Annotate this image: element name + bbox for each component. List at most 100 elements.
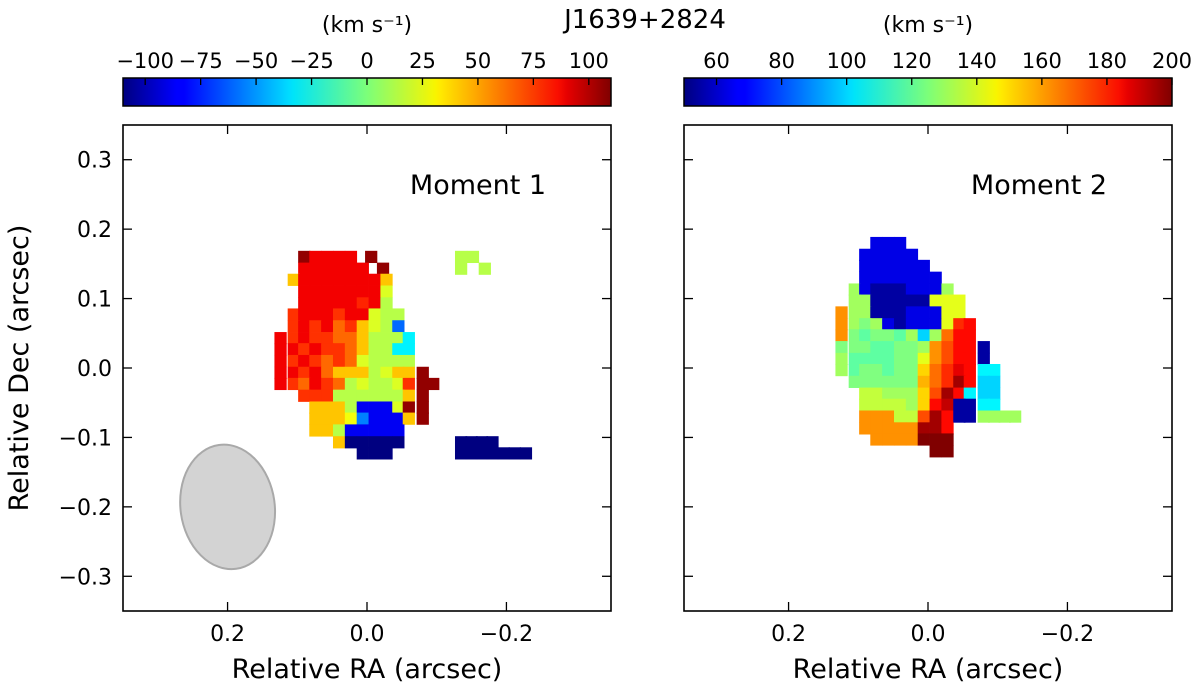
heatmap-pixel — [368, 377, 381, 391]
heatmap-pixel — [356, 308, 369, 321]
heatmap-pixel — [905, 318, 919, 331]
heatmap-pixel — [321, 262, 334, 275]
heatmap-pixel — [298, 320, 311, 333]
heatmap-pixel — [274, 343, 287, 356]
x-tick-label: −0.2 — [480, 622, 533, 647]
heatmap-pixel — [953, 294, 966, 307]
heatmap-pixel — [416, 389, 429, 402]
heatmap-pixel — [905, 341, 919, 354]
heatmap-pixel — [893, 294, 907, 307]
heatmap-pixel — [859, 248, 872, 261]
heatmap-pixel — [465, 436, 478, 449]
heatmap-pixel — [905, 398, 919, 411]
colorbar-tick-label: −50 — [234, 49, 278, 73]
heatmap-pixel — [321, 424, 334, 437]
y-tick-label: −0.2 — [59, 496, 112, 521]
heatmap-pixel — [917, 352, 930, 366]
heatmap-pixel — [332, 273, 346, 286]
heatmap-pixel — [963, 387, 976, 400]
heatmap-pixel — [882, 306, 895, 319]
heatmap-pixel — [905, 352, 919, 366]
heatmap-pixel — [870, 363, 883, 377]
heatmap-pixel — [848, 341, 861, 354]
heatmap-pixel — [332, 389, 346, 402]
heatmap-pixel — [454, 262, 468, 275]
moment1-panel: (km s⁻¹) −100 −75 −50 −25 0 25 50 75 100 0.2 0.0 −… — [4, 13, 612, 685]
heatmap-pixel — [309, 273, 322, 286]
heatmap-pixel — [298, 308, 311, 321]
heatmap-pixel — [466, 250, 480, 264]
heatmap-pixel — [368, 354, 381, 368]
heatmap-pixel — [929, 283, 942, 296]
x-tick-label: 0.0 — [350, 622, 385, 647]
heatmap-pixel — [380, 377, 393, 391]
heatmap-pixel — [368, 424, 381, 437]
heatmap-pixel — [416, 401, 429, 414]
heatmap-pixel — [882, 318, 895, 331]
heatmap-pixel — [332, 262, 346, 275]
x-tick-label: 0.0 — [911, 622, 946, 647]
heatmap-pixel — [929, 294, 942, 307]
heatmap-pixel — [356, 354, 369, 368]
heatmap-pixel — [893, 236, 907, 250]
heatmap-pixel — [380, 389, 393, 402]
heatmap-pixel — [344, 308, 358, 321]
heatmap-pixel — [953, 387, 966, 400]
heatmap-pixel — [859, 294, 872, 307]
y-tick-label: 0.0 — [77, 357, 112, 382]
heatmap-pixel — [321, 343, 334, 356]
heatmap-pixel — [870, 318, 883, 331]
heatmap-pixel — [870, 387, 883, 400]
colorbar-tick-label: 25 — [409, 49, 436, 73]
heatmap-pixel — [988, 375, 1001, 388]
heatmap-pixel — [917, 387, 930, 400]
heatmap-pixel — [905, 433, 919, 446]
heatmap-pixel — [332, 436, 346, 449]
heatmap-pixel — [859, 375, 872, 388]
heatmap-pixel — [298, 285, 311, 298]
y-tick-label: 0.1 — [77, 288, 112, 313]
heatmap-pixel — [882, 341, 895, 354]
heatmap-pixel — [298, 389, 311, 402]
moment2-x-tick-labels: 0.2 0.0 −0.2 — [771, 622, 1094, 647]
heatmap-pixel — [287, 332, 300, 345]
heatmap-pixel — [344, 389, 358, 402]
heatmap-pixel — [859, 318, 872, 331]
heatmap-pixel — [882, 363, 895, 377]
heatmap-pixel — [870, 422, 883, 435]
heatmap-pixel — [941, 306, 954, 319]
heatmap-pixel — [953, 398, 966, 411]
heatmap-pixel — [929, 387, 942, 400]
colorbar-tick-label: −100 — [116, 49, 174, 73]
heatmap-pixel — [368, 320, 381, 333]
heatmap-pixel — [941, 329, 954, 342]
heatmap-pixel — [332, 308, 346, 321]
heatmap-pixel — [870, 294, 883, 307]
heatmap-pixel — [365, 250, 378, 264]
heatmap-pixel — [929, 422, 942, 435]
heatmap-pixel — [905, 283, 919, 296]
moment2-panel-label: Moment 2 — [971, 170, 1107, 201]
moment2-colorbar-tick-labels: 60 80 100 120 140 160 180 200 — [703, 49, 1192, 73]
heatmap-pixel — [380, 343, 393, 356]
moment2-colorbar-unit: (km s⁻¹) — [883, 13, 973, 38]
heatmap-pixel — [392, 424, 405, 437]
heatmap-pixel — [870, 329, 883, 342]
heatmap-pixel — [870, 283, 883, 296]
heatmap-pixel — [917, 375, 930, 388]
heatmap-pixel — [368, 273, 381, 286]
heatmap-pixel — [929, 318, 942, 331]
heatmap-pixel — [917, 329, 930, 342]
heatmap-pixel — [953, 329, 966, 342]
heatmap-pixel — [298, 262, 311, 275]
heatmap-pixel — [929, 445, 942, 458]
heatmap-pixel — [344, 354, 358, 368]
heatmap-pixel — [416, 366, 429, 379]
heatmap-pixel — [356, 297, 369, 310]
heatmap-pixel — [344, 412, 358, 425]
heatmap-pixel — [941, 341, 954, 354]
heatmap-pixel — [309, 377, 322, 391]
colorbar-tick-label: 0 — [360, 49, 373, 73]
heatmap-pixel — [882, 410, 895, 423]
